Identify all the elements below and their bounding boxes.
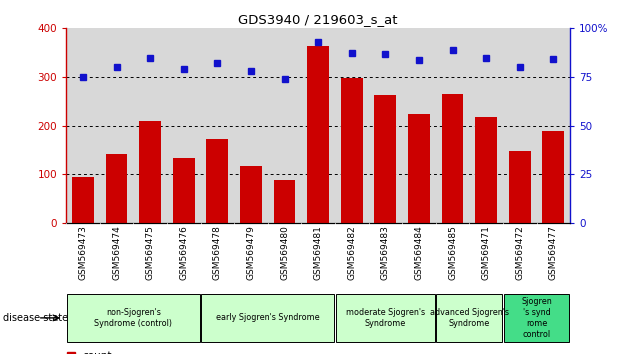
Bar [542, 131, 564, 223]
Text: GSM569483: GSM569483 [381, 225, 390, 280]
Text: GSM569471: GSM569471 [482, 225, 491, 280]
Bar [273, 180, 295, 223]
Text: GSM569477: GSM569477 [549, 225, 558, 280]
Bar [336, 293, 435, 342]
Text: GSM569476: GSM569476 [180, 225, 188, 280]
Text: GSM569482: GSM569482 [347, 225, 356, 280]
Text: GSM569485: GSM569485 [448, 225, 457, 280]
Text: non-Sjogren's
Syndrome (control): non-Sjogren's Syndrome (control) [94, 308, 173, 328]
Bar [139, 121, 161, 223]
Bar [475, 117, 497, 223]
Bar [307, 46, 329, 223]
Text: moderate Sjogren's
Syndrome: moderate Sjogren's Syndrome [346, 308, 425, 328]
Text: GSM569472: GSM569472 [515, 225, 524, 280]
Title: GDS3940 / 219603_s_at: GDS3940 / 219603_s_at [238, 13, 398, 26]
Bar [240, 166, 262, 223]
Bar [509, 151, 530, 223]
Bar [442, 94, 464, 223]
Bar [503, 293, 570, 342]
Text: GSM569473: GSM569473 [79, 225, 88, 280]
Bar [72, 177, 94, 223]
Text: GSM569475: GSM569475 [146, 225, 154, 280]
Bar [374, 96, 396, 223]
Bar [207, 139, 228, 223]
Bar [437, 293, 502, 342]
Text: disease state: disease state [3, 313, 68, 323]
Text: GSM569484: GSM569484 [415, 225, 423, 280]
Text: advanced Sjogren's
Syndrome: advanced Sjogren's Syndrome [430, 308, 509, 328]
Bar [201, 293, 335, 342]
Text: GSM569474: GSM569474 [112, 225, 121, 280]
Bar [341, 78, 363, 223]
Bar [408, 114, 430, 223]
Text: count: count [83, 351, 112, 354]
Bar [106, 154, 127, 223]
Text: GSM569479: GSM569479 [246, 225, 255, 280]
Text: GSM569478: GSM569478 [213, 225, 222, 280]
Text: GSM569480: GSM569480 [280, 225, 289, 280]
Text: Sjogren
's synd
rome
control: Sjogren 's synd rome control [521, 297, 552, 339]
Bar [173, 158, 195, 223]
Text: early Sjogren's Syndrome: early Sjogren's Syndrome [216, 313, 319, 322]
Text: GSM569481: GSM569481 [314, 225, 323, 280]
Bar [67, 293, 200, 342]
